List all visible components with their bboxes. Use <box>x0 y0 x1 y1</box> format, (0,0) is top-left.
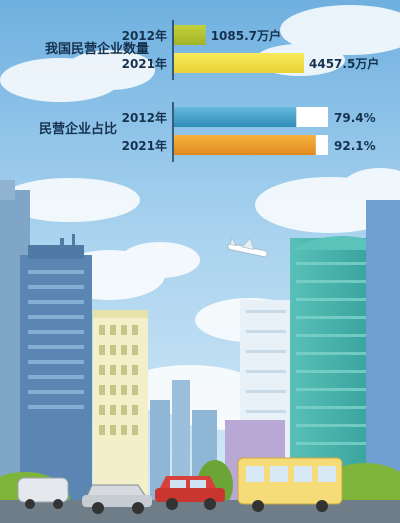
category-label-2012: 2012年 <box>122 28 167 43</box>
data-label-2021: 4457.5万户 <box>309 56 379 71</box>
car-white <box>17 477 69 509</box>
bar-2021 <box>174 53 304 73</box>
data-label-2021: 92.1% <box>334 139 376 153</box>
chart-enterprise-count: 我国民营企业数量 2012年 2021年 1085.7万户 4457.5万户 <box>45 20 379 80</box>
car-red <box>155 476 225 510</box>
bar-2012 <box>174 25 206 45</box>
category-label-2021: 2021年 <box>122 56 167 71</box>
airplane-icon <box>227 236 268 258</box>
city-skyline <box>0 180 400 508</box>
data-label-2012: 79.4% <box>334 111 376 125</box>
bus <box>237 457 343 512</box>
car-grey <box>82 484 152 514</box>
chart-title-enterprise-count: 我国民营企业数量 <box>45 41 149 57</box>
data-label-2012: 1085.7万户 <box>211 28 281 43</box>
bar-2012 <box>174 107 297 127</box>
chart-enterprise-share: 民营企业占比 2012年 2021年 79.4% 92.1% <box>39 102 376 162</box>
category-label-2021: 2021年 <box>122 138 167 153</box>
category-label-2012: 2012年 <box>122 110 167 125</box>
bar-2021 <box>174 135 316 155</box>
chart-title-enterprise-share: 民营企业占比 <box>39 121 117 137</box>
